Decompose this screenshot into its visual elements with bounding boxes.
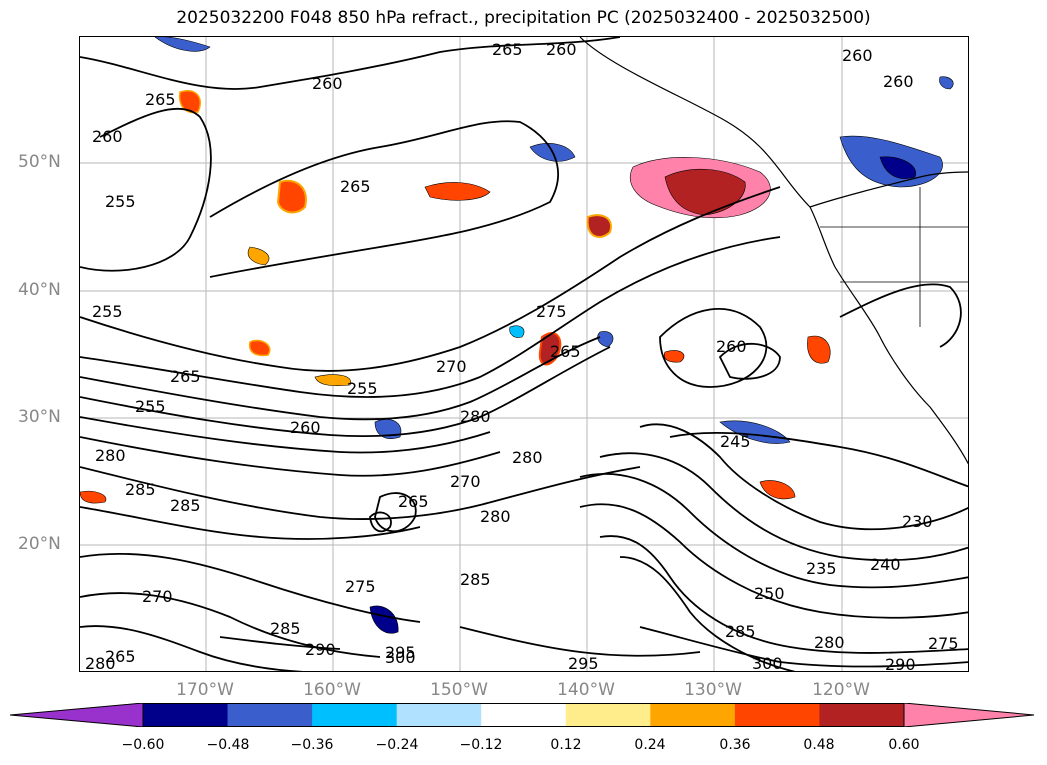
contour-label: 245 [720,432,751,451]
contour-label: 265 [145,90,176,109]
contour-label: 275 [345,577,376,596]
lat-label-50n: 50°N [18,152,61,172]
colorbar-segments [10,703,1035,727]
contour-label: 290 [885,655,916,672]
lat-label-40n: 40°N [18,280,61,300]
lon-label-120w: 120°W [812,680,870,700]
colorbar-tick-label: −0.24 [375,737,419,753]
contour-label: 270 [450,472,481,491]
contour-label: 300 [752,654,783,672]
contour-label: 260 [716,337,747,356]
colorbar-segment [819,703,905,727]
refractivity-contours [80,37,968,671]
contour-label: 285 [125,480,156,499]
contour-label: 285 [460,570,491,589]
precip-negative-shading [154,37,954,634]
colorbar-tick-label: 0.12 [550,737,582,753]
lat-label-20n: 20°N [18,534,61,554]
contour-label: 295 [385,643,416,662]
lon-label-150w: 150°W [430,680,488,700]
lat-label-30n: 30°N [18,407,61,427]
contour-label: 255 [135,397,166,416]
contour-label: 280 [480,507,511,526]
contour-label: 255 [347,379,378,398]
lon-label-130w: 130°W [684,680,742,700]
colorbar-tick-label: −0.12 [459,737,503,753]
contour-label: 280 [85,654,116,672]
contour-label: 285 [270,619,301,638]
contour-label: 290 [305,640,336,659]
contour-label: 280 [95,446,126,465]
coastline [579,37,968,465]
contour-label: 265 [105,647,136,666]
colorbar-segment [143,703,229,727]
contour-label: 265 [340,177,371,196]
contour-label: 275 [536,302,567,321]
contour-labels: 265 260 260 260 260 265 260 255 255 265 … [85,40,959,672]
contour-label: 265 [550,342,581,361]
colorbar [10,703,1035,727]
contour-label: 235 [806,559,837,578]
colorbar-tick-label: −0.48 [206,737,250,753]
colorbar-segment [312,703,398,727]
contour-label: 280 [814,633,845,652]
colorbar-extend-low [10,703,144,727]
lon-label-160w: 160°W [303,680,361,700]
contour-label: 300 [385,648,416,667]
contour-label: 280 [460,407,491,426]
contour-label: 265 [398,492,429,511]
colorbar-tick-label: 0.48 [803,737,835,753]
colorbar-segment [565,703,651,727]
colorbar-border [142,703,905,727]
contour-label: 255 [105,192,136,211]
colorbar-segment [396,703,482,727]
colorbar-segment [650,703,736,727]
contour-label: 260 [883,72,914,91]
contour-label: 270 [142,587,173,606]
contour-label: 260 [546,40,577,59]
map-title: 2025032200 F048 850 hPa refract., precip… [176,8,871,28]
contour-label: 295 [568,654,599,672]
contour-label: 260 [290,418,321,437]
contour-label: 260 [92,127,123,146]
colorbar-tick-label: −0.36 [290,737,334,753]
lon-label-170w: 170°W [176,680,234,700]
contour-label: 230 [902,512,933,531]
contour-label: 265 [170,367,201,386]
colorbar-segment [481,703,567,727]
contour-label: 265 [492,40,523,59]
colorbar-tick-label: 0.36 [719,737,751,753]
lon-label-140w: 140°W [557,680,615,700]
precip-positive-shading [80,90,831,504]
map-canvas: 265 260 260 260 260 265 260 255 255 265 … [80,37,968,672]
contour-label: 255 [92,302,123,321]
contour-label: 275 [928,634,959,653]
map-panel: 265 260 260 260 260 265 260 255 255 265 … [79,36,969,672]
contour-label: 250 [754,584,785,603]
colorbar-extend-high [903,703,1035,727]
contour-label: 270 [436,357,467,376]
contour-label: 260 [842,46,873,65]
colorbar-tick-label: −0.60 [121,737,165,753]
colorbar-segment [734,703,820,727]
contour-label: 240 [870,555,901,574]
colorbar-tick-label: 0.24 [634,737,666,753]
contour-label: 285 [725,622,756,641]
contour-label: 260 [312,74,343,93]
colorbar-segment [227,703,313,727]
colorbar-tick-label: 0.60 [888,737,920,753]
contour-label: 280 [512,448,543,467]
contour-label: 285 [170,496,201,515]
